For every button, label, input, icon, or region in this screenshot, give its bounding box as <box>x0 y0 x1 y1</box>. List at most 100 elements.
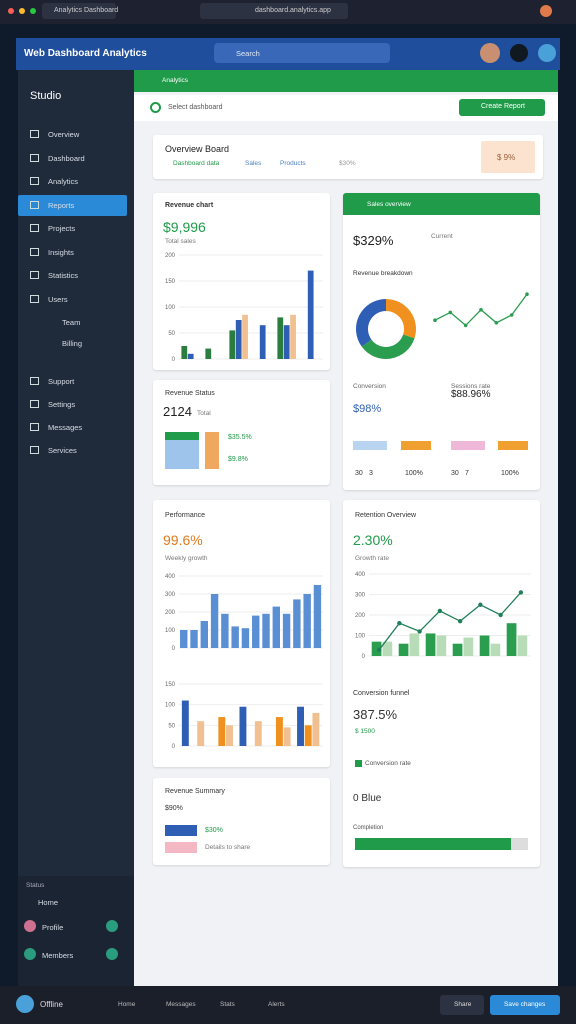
maximize[interactable] <box>30 8 36 14</box>
icon <box>30 423 39 431</box>
stat-label: Conversion <box>353 383 386 390</box>
close[interactable] <box>8 8 14 14</box>
button-label: Create Report <box>481 103 525 110</box>
nav-item[interactable]: Users <box>48 294 68 304</box>
stat: Conversion funnel <box>353 690 410 697</box>
nav[interactable]: Stats <box>220 1001 235 1008</box>
icon <box>30 224 39 232</box>
card-title: Performance <box>165 512 206 519</box>
icon[interactable] <box>510 44 528 62</box>
app-header: Web Dashboard Analytics Search <box>16 38 560 70</box>
legend-swatch <box>498 441 528 450</box>
nav-item[interactable]: Billing <box>62 339 83 348</box>
stat-value: $88.96% <box>451 389 491 400</box>
nav-item[interactable]: Analytics <box>48 177 79 186</box>
blue-label: 0 Blue <box>353 793 382 804</box>
line <box>378 592 522 651</box>
bar <box>490 643 501 656</box>
strip-label: Analytics <box>162 77 189 84</box>
nav-item[interactable]: Services <box>48 446 77 455</box>
y-tick-label: 150 <box>165 279 176 285</box>
icon <box>106 948 118 960</box>
overview-title: Overview Board <box>165 144 230 154</box>
legend-swatch <box>353 441 387 450</box>
tab[interactable]: Dashboard data <box>173 160 220 167</box>
avatar <box>16 995 34 1013</box>
bar <box>293 599 301 648</box>
card-sub: Total sales <box>165 238 196 245</box>
nav-item[interactable]: Support <box>48 377 75 386</box>
icon <box>30 200 39 209</box>
card-value: $9,996 <box>163 219 206 235</box>
bar <box>304 725 312 746</box>
bar <box>254 721 262 746</box>
dropdown[interactable]: Select dashboard <box>168 104 223 111</box>
card-value: 2124 <box>163 404 192 419</box>
sales-card: Sales overview $329% Current Revenue bre… <box>343 193 540 490</box>
nav[interactable]: Home <box>118 1001 136 1008</box>
tab[interactable]: Sales <box>245 160 262 167</box>
footer-link[interactable]: Profile <box>42 923 64 932</box>
nav-item[interactable]: Reports <box>48 200 75 210</box>
card-sub: Current <box>431 233 453 240</box>
card-header: Sales overview <box>343 193 540 215</box>
avatar[interactable] <box>540 5 552 17</box>
bar <box>371 641 382 656</box>
share-button[interactable]: Share <box>440 995 484 1015</box>
nav-item[interactable]: Projects <box>48 224 76 233</box>
y-tick-label: 0 <box>172 646 176 652</box>
nav-item[interactable]: Team <box>62 318 81 327</box>
icon <box>30 377 39 385</box>
nav-item[interactable]: Messages <box>48 423 83 432</box>
search[interactable]: Search <box>214 43 390 63</box>
bar <box>252 615 260 648</box>
icon <box>30 153 39 162</box>
bar <box>239 706 247 746</box>
url-bar[interactable]: dashboard.analytics.app <box>200 3 348 19</box>
progress-track <box>355 838 528 850</box>
tab[interactable]: Products <box>280 160 306 167</box>
y-tick-label: 100 <box>165 305 176 311</box>
icon <box>24 948 36 960</box>
bar <box>282 613 291 648</box>
bar <box>181 700 189 746</box>
donut-slice <box>361 334 415 359</box>
y-tick-label: 50 <box>168 723 175 729</box>
nav-item[interactable]: Settings <box>48 400 76 409</box>
nav[interactable]: Messages <box>166 1001 196 1008</box>
nav-item[interactable]: Statistics <box>48 271 79 280</box>
bar <box>229 330 236 359</box>
save-button[interactable]: Save changes <box>490 995 560 1015</box>
minimize[interactable] <box>19 8 25 14</box>
card-sub: Weekly growth <box>165 555 208 562</box>
nav[interactable]: Alerts <box>268 1001 285 1008</box>
y-tick-label: 100 <box>355 634 366 640</box>
user-avatar[interactable] <box>480 43 500 63</box>
footer-label: Status <box>26 882 45 889</box>
create-button[interactable]: Create Report <box>459 99 545 116</box>
bar <box>382 641 393 656</box>
summary-card: Revenue Summary $90% $30% Details to sha… <box>153 778 330 865</box>
tab[interactable]: $30% <box>339 160 356 167</box>
footer-link[interactable]: Members <box>42 951 74 960</box>
nav-item[interactable]: Dashboard <box>48 153 85 163</box>
icon[interactable] <box>538 44 556 62</box>
progress-fill <box>355 838 511 850</box>
y-tick-label: 100 <box>165 703 176 709</box>
bar <box>283 325 290 359</box>
bar <box>436 635 447 656</box>
browser-bar: Analytics Dashboard dashboard.analytics.… <box>0 0 576 24</box>
bar <box>277 317 284 359</box>
tab[interactable]: Analytics Dashboard <box>42 3 118 19</box>
nav-item[interactable]: Insights <box>48 247 74 257</box>
stat-sub: $ 1500 <box>355 728 375 735</box>
y-tick-label: 150 <box>165 682 176 688</box>
bottom-bar: Offline Home Messages Stats Alerts Share… <box>0 986 576 1024</box>
bar <box>205 348 212 359</box>
y-tick-label: 300 <box>355 593 366 599</box>
footer-link[interactable]: Home <box>38 898 59 907</box>
nav-item[interactable]: Overview <box>48 130 80 139</box>
card-value: $90% <box>165 805 183 812</box>
sidebar-title: Studio <box>30 90 62 102</box>
sidebar-footer: Status Home Profile Members <box>18 876 134 986</box>
